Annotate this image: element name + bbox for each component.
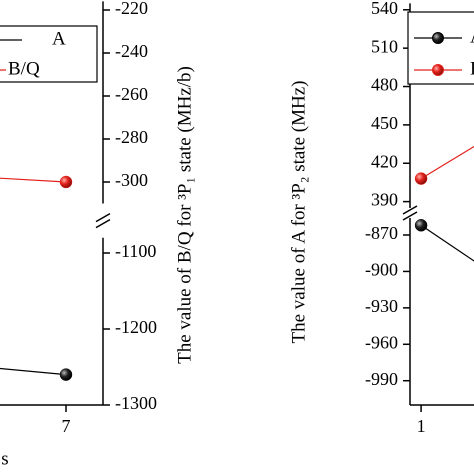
y-tick-label: -1200 [115, 317, 157, 337]
y-tick-label: -220 [115, 0, 148, 18]
legend-label: B/Q [8, 58, 40, 79]
y-tick-label: -240 [115, 41, 148, 61]
y-axis-title: The value of B/Q for ³P₁ state (MHz/b) [174, 66, 195, 364]
legend-label: B/Q [470, 58, 474, 79]
series-line [0, 177, 67, 183]
legend-label: A [470, 26, 474, 47]
series-line [420, 145, 474, 180]
axis-break [402, 211, 418, 221]
axis-break [95, 218, 111, 229]
y-tick-label: -1100 [115, 241, 156, 261]
x-tick-label: 1 [417, 416, 426, 436]
y-tick-label: 510 [371, 36, 398, 56]
y-tick-label: 450 [371, 113, 398, 133]
x-tick-label: 7 [62, 416, 71, 436]
data-point [59, 175, 73, 189]
axis-break [402, 205, 418, 215]
data-point [414, 172, 428, 185]
y-tick-label: -870 [365, 223, 398, 243]
legend-box [0, 25, 98, 83]
y-tick-label: -1300 [115, 393, 157, 413]
y-axis-title: The value of A for ³P₂ state (MHz) [288, 81, 309, 344]
y-tick-label: 390 [371, 190, 398, 210]
data-point [414, 219, 428, 232]
legend-marker [432, 32, 444, 44]
y-tick-label: -300 [115, 170, 148, 190]
series-line [0, 367, 67, 376]
data-point [59, 368, 73, 381]
y-tick-label: -900 [365, 260, 398, 280]
y-tick-label: -990 [365, 369, 398, 389]
legend-marker [432, 64, 444, 76]
y-tick-label: 540 [371, 0, 398, 18]
y-tick-label: -280 [115, 127, 148, 147]
y-tick-label: -960 [365, 332, 398, 352]
y-tick-label: 480 [371, 75, 398, 95]
y-tick-label: -260 [115, 84, 148, 104]
legend-label: A [52, 28, 66, 49]
y-tick-label: 420 [371, 151, 398, 171]
y-tick-label: -930 [365, 296, 398, 316]
series-line [420, 224, 474, 262]
x-axis-title: s [1, 448, 8, 469]
axis-break [95, 212, 111, 223]
